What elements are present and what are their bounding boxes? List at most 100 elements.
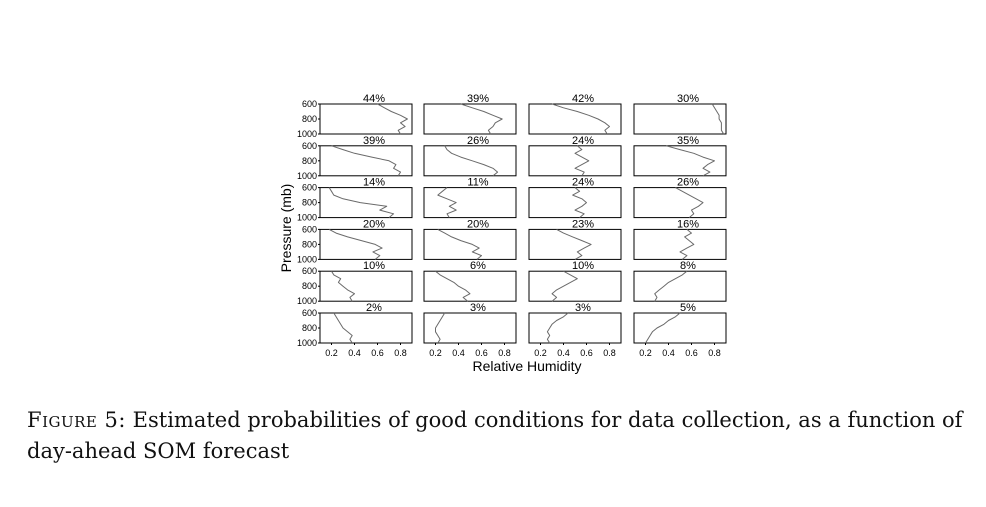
y-tick-label: 600 [302, 266, 317, 276]
x-tick-label: 0.2 [325, 348, 338, 358]
humidity-profile-line [460, 103, 503, 135]
y-tick-label: 1000 [297, 338, 317, 348]
humidity-profile-line [331, 145, 401, 177]
panel-probability-label: 3% [470, 302, 486, 314]
panel-frame [633, 228, 727, 260]
panel-frame [319, 270, 413, 302]
humidity-profile-line [551, 270, 578, 302]
x-tick-label: 0.6 [685, 348, 698, 358]
panel-frame [528, 103, 622, 135]
panel-frame [528, 228, 622, 260]
figure-caption: Figure 5: Estimated probabilities of goo… [27, 405, 967, 467]
panel-probability-label: 42% [572, 93, 594, 105]
humidity-profile-line [645, 312, 681, 344]
humidity-profile-line [679, 229, 695, 260]
panel-probability-label: 10% [572, 260, 594, 272]
panel-probability-label: 16% [677, 218, 699, 230]
panel-frame [633, 312, 727, 344]
panel-probability-label: 20% [467, 218, 489, 230]
y-tick-label: 800 [302, 239, 317, 249]
panel-probability-label: 8% [680, 260, 696, 272]
panel-frame [528, 187, 622, 219]
panel-frame [423, 187, 517, 219]
x-tick-label: 0.8 [498, 348, 511, 358]
humidity-profile-line [437, 187, 457, 218]
y-tick-label: 800 [302, 198, 317, 208]
panel-probability-label: 2% [366, 302, 382, 314]
x-tick-label: 0.4 [557, 348, 570, 358]
y-tick-label: 600 [302, 141, 317, 151]
y-tick-label: 600 [302, 224, 317, 234]
panel-frame [319, 145, 413, 177]
panel-frame [319, 228, 413, 260]
panel-probability-label: 23% [572, 218, 594, 230]
panel-probability-label: 30% [677, 93, 699, 105]
humidity-profile-line [328, 187, 395, 218]
panel-frame [633, 187, 727, 219]
x-tick-label: 0.6 [475, 348, 488, 358]
figure-canvas: 44% 600 800 1000 39% 42% 30% 39% 600 800 1000 26% 24… [278, 93, 727, 374]
panel-probability-label: 24% [572, 177, 594, 189]
humidity-profile-line [377, 103, 408, 135]
caption-text: Estimated probabilities of good conditio… [27, 408, 963, 463]
panel-frame [528, 145, 622, 177]
panel-probability-label: 39% [467, 93, 489, 105]
x-tick-label: 0.6 [371, 348, 384, 358]
panel-probability-label: 35% [677, 135, 699, 147]
humidity-profile-line [551, 103, 610, 135]
y-tick-label: 1000 [297, 129, 317, 139]
y-tick-label: 1000 [297, 254, 317, 264]
panel-frame [423, 103, 517, 135]
y-tick-label: 600 [302, 183, 317, 193]
panel-grid: 44% 600 800 1000 39% 42% 30% 39% 600 800 1000 26% 24… [297, 93, 727, 358]
panel-frame [423, 270, 517, 302]
panel-frame [633, 103, 727, 135]
y-tick-label: 1000 [297, 296, 317, 306]
panel-probability-label: 11% [467, 177, 488, 189]
panel-probability-label: 20% [363, 218, 385, 230]
panel-probability-label: 44% [363, 93, 385, 105]
panel-frame [319, 312, 413, 344]
humidity-profile-line [331, 270, 355, 302]
humidity-profile-line [437, 228, 482, 260]
panel-frame [633, 145, 727, 177]
humidity-profile-line [675, 187, 704, 218]
x-tick-label: 0.6 [580, 348, 593, 358]
humidity-profile-line [333, 312, 353, 344]
panel-frame [423, 145, 517, 177]
humidity-profile-line [711, 103, 725, 135]
x-tick-label: 0.4 [452, 348, 465, 358]
panel-probability-label: 39% [363, 135, 385, 147]
caption-label: Figure 5: [27, 408, 126, 432]
x-axis-title: Relative Humidity [473, 358, 582, 374]
x-tick-label: 0.8 [394, 348, 407, 358]
x-tick-label: 0.8 [708, 348, 721, 358]
y-tick-label: 800 [302, 323, 317, 333]
panel-probability-label: 24% [572, 135, 594, 147]
y-tick-label: 1000 [297, 171, 317, 181]
x-tick-label: 0.2 [534, 348, 547, 358]
panel-frame [319, 103, 413, 135]
panel-frame [528, 270, 622, 302]
humidity-profile-line [444, 145, 499, 177]
y-axis-title: Pressure (mb) [278, 184, 294, 273]
humidity-profile-line [572, 187, 587, 218]
panel-frame [528, 312, 622, 344]
x-tick-label: 0.2 [429, 348, 442, 358]
x-tick-label: 0.8 [603, 348, 616, 358]
y-tick-label: 1000 [297, 213, 317, 223]
humidity-profile-line [435, 312, 446, 344]
panel-probability-label: 14% [363, 177, 385, 189]
humidity-profile-line [546, 312, 569, 344]
panel-probability-label: 5% [680, 302, 696, 314]
x-tick-label: 0.4 [348, 348, 361, 358]
humidity-profile-line [435, 270, 471, 302]
panel-frame [423, 312, 517, 344]
humidity-profile-line [654, 270, 688, 302]
panel-frame [423, 228, 517, 260]
y-tick-label: 600 [302, 308, 317, 318]
x-tick-label: 0.4 [662, 348, 675, 358]
panel-probability-label: 6% [470, 260, 486, 272]
humidity-profile-line [666, 145, 715, 177]
panel-probability-label: 26% [467, 135, 489, 147]
